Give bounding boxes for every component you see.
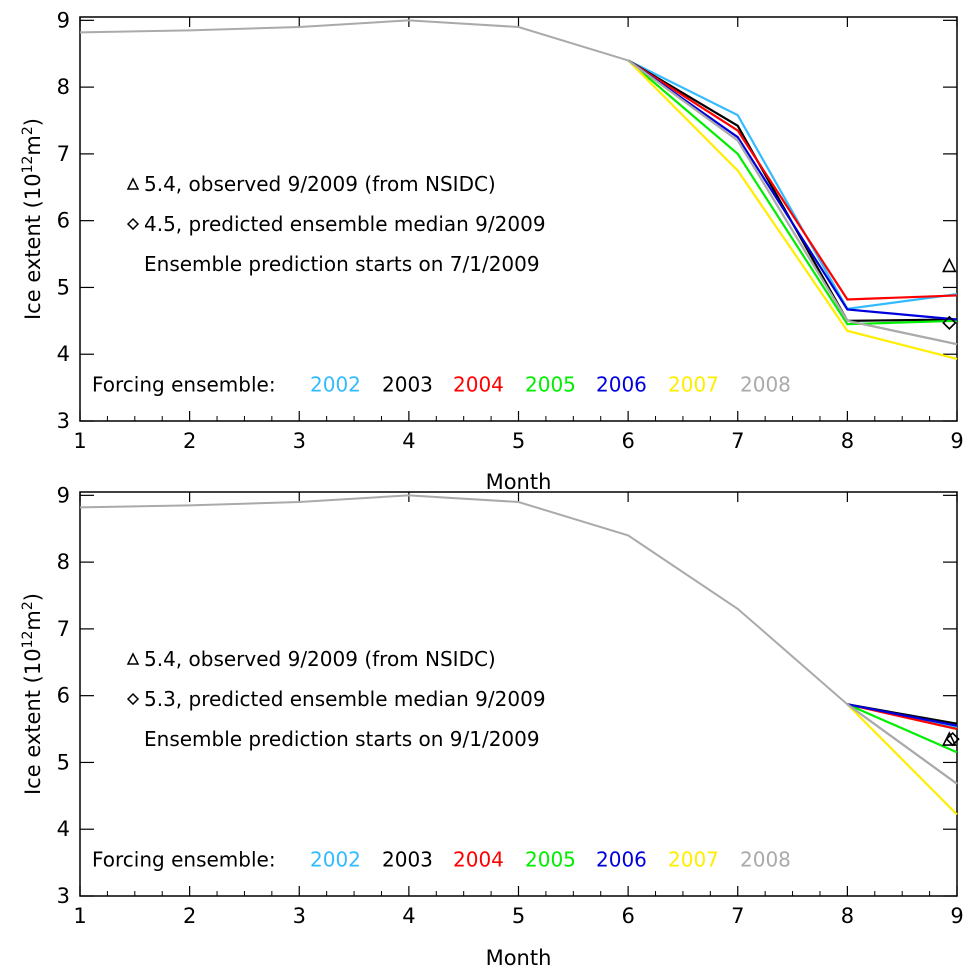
series-line-2003 xyxy=(627,59,958,322)
y-tick-label: 5 xyxy=(57,275,70,299)
y-tick-label: 4 xyxy=(57,817,70,841)
legend-item-2005: 2005 xyxy=(525,847,576,871)
legend-item-2007: 2007 xyxy=(668,847,719,871)
series-line-2008-top xyxy=(846,703,958,785)
legend-item-2004: 2004 xyxy=(453,372,504,396)
x-tick-label: 5 xyxy=(512,429,525,453)
y-axis-title-part: 12 xyxy=(20,631,36,649)
y-tick-label: 9 xyxy=(57,8,70,32)
series-line-2006 xyxy=(847,703,958,727)
y-axis-title-part: 2 xyxy=(20,126,36,135)
annotation-2: 5.3, predicted ensemble median 9/2009 xyxy=(144,687,546,711)
legend-item-2004: 2004 xyxy=(453,847,504,871)
legend-item-2003: 2003 xyxy=(382,372,433,396)
y-axis-title-part: 12 xyxy=(20,156,36,174)
annotation-triangle-icon xyxy=(126,652,140,665)
legend-item-2003: 2003 xyxy=(382,847,433,871)
legend-item-2002: 2002 xyxy=(310,847,361,871)
series-line-2005 xyxy=(846,703,958,754)
x-tick-label: 1 xyxy=(73,429,86,453)
legend-item-2006: 2006 xyxy=(596,847,647,871)
x-tick-label: 8 xyxy=(841,429,854,453)
series-line-2004 xyxy=(627,59,958,301)
y-tick-label: 5 xyxy=(57,750,70,774)
x-tick-label: 7 xyxy=(731,429,744,453)
y-axis-title-part: Ice extent (10 xyxy=(21,173,45,320)
x-tick-label: 3 xyxy=(293,904,306,928)
x-axis-title: Month xyxy=(486,946,552,969)
legend-item-2008: 2008 xyxy=(740,847,791,871)
x-tick-label: 6 xyxy=(621,429,634,453)
observed-triangle-marker xyxy=(942,257,957,273)
y-tick-label: 7 xyxy=(57,617,70,641)
predicted-diamond-marker xyxy=(942,315,957,330)
y-tick-label: 8 xyxy=(57,550,70,574)
y-axis-title-part: 2 xyxy=(20,601,36,610)
legend-item-2008: 2008 xyxy=(740,372,791,396)
series-line-2006 xyxy=(627,59,958,321)
y-tick-label: 3 xyxy=(57,409,70,433)
y-tick-label: 9 xyxy=(57,483,70,507)
y-axis-title-part: ) xyxy=(21,593,45,601)
base-line xyxy=(79,19,629,62)
x-axis-title: Month xyxy=(486,470,552,494)
predicted-diamond-marker xyxy=(945,731,960,747)
y-tick-label: 4 xyxy=(57,342,70,366)
series-line-2002 xyxy=(627,59,958,311)
y-tick-label: 6 xyxy=(57,209,70,233)
y-axis-title-part: ) xyxy=(21,118,45,126)
series-line-2005 xyxy=(627,59,958,326)
x-tick-label: 8 xyxy=(841,904,854,928)
legend-item-2005: 2005 xyxy=(525,372,576,396)
series-line-2008-top xyxy=(627,59,958,346)
legend-title: Forcing ensemble: xyxy=(92,847,276,871)
y-axis-title: Ice extent (1012m2) xyxy=(20,118,45,320)
legend-title: Forcing ensemble: xyxy=(92,372,276,396)
y-axis-title-part: Ice extent (10 xyxy=(21,648,45,795)
legend-item-2006: 2006 xyxy=(596,372,647,396)
y-tick-label: 3 xyxy=(57,884,70,908)
y-axis-title-part: m xyxy=(21,610,45,630)
y-tick-label: 6 xyxy=(57,684,70,708)
x-tick-label: 6 xyxy=(621,904,634,928)
annotation-1: 5.4, observed 9/2009 (from NSIDC) xyxy=(144,647,496,671)
annotation-diamond-icon xyxy=(126,692,140,706)
x-tick-label: 3 xyxy=(293,429,306,453)
legend-item-2007: 2007 xyxy=(668,372,719,396)
series-line-2007 xyxy=(627,59,958,360)
y-tick-label: 8 xyxy=(57,75,70,99)
legend-item-2002: 2002 xyxy=(310,372,361,396)
base-line xyxy=(79,494,849,706)
x-tick-label: 1 xyxy=(73,904,86,928)
annotation-diamond-icon xyxy=(126,217,140,231)
annotation-1: 5.4, observed 9/2009 (from NSIDC) xyxy=(144,172,496,196)
y-tick-label: 7 xyxy=(57,142,70,166)
y-axis-title-part: m xyxy=(21,135,45,155)
x-tick-label: 4 xyxy=(402,904,415,928)
annotation-2: 4.5, predicted ensemble median 9/2009 xyxy=(144,212,546,236)
y-axis-title: Ice extent (1012m2) xyxy=(20,593,45,795)
x-tick-label: 5 xyxy=(512,904,525,928)
x-tick-label: 2 xyxy=(183,429,196,453)
x-tick-label: 2 xyxy=(183,904,196,928)
annotation-3: Ensemble prediction starts on 7/1/2009 xyxy=(144,252,540,276)
annotation-triangle-icon xyxy=(126,177,140,190)
x-tick-label: 4 xyxy=(402,429,415,453)
annotation-3: Ensemble prediction starts on 9/1/2009 xyxy=(144,727,540,751)
x-tick-label: 9 xyxy=(950,429,963,453)
x-tick-label: 7 xyxy=(731,904,744,928)
x-tick-label: 9 xyxy=(950,904,963,928)
series-line-2007 xyxy=(846,703,958,816)
